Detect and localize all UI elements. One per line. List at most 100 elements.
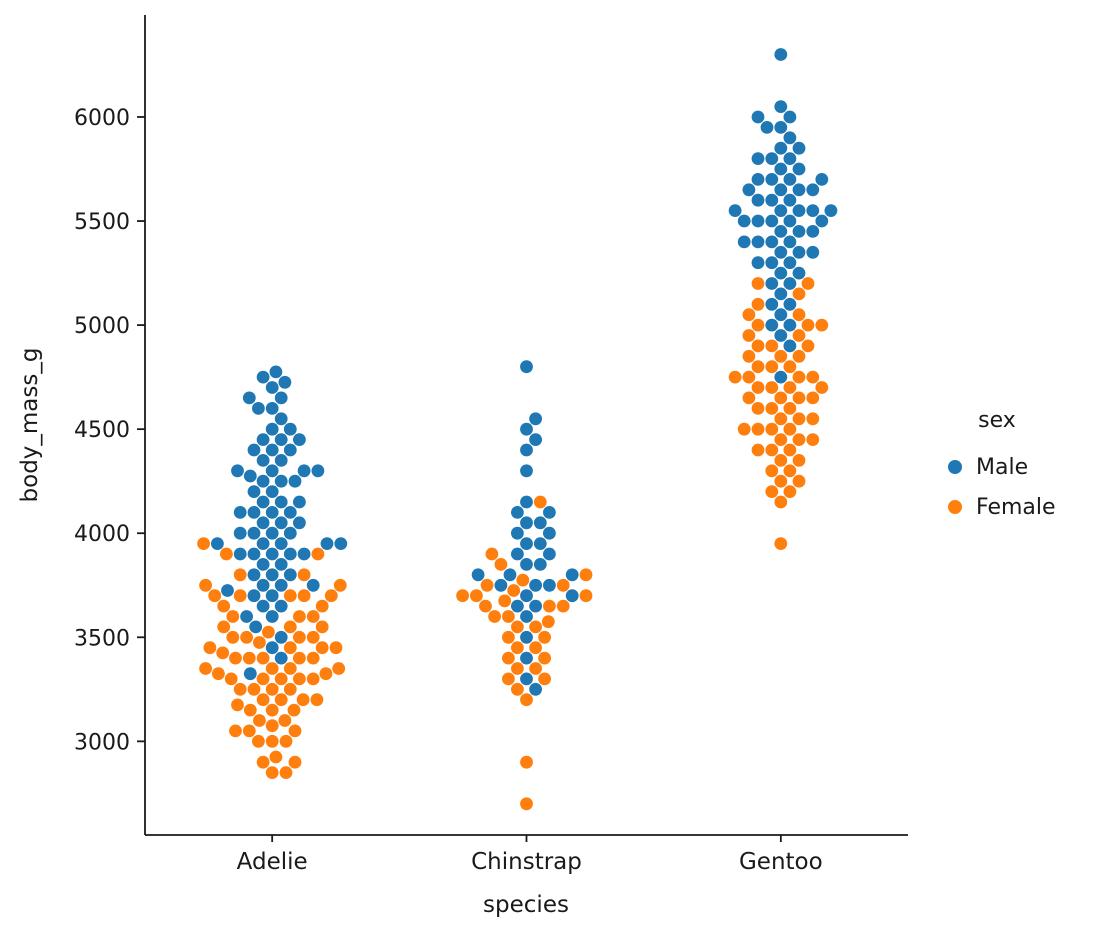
data-point xyxy=(247,506,261,519)
data-point xyxy=(774,100,788,113)
data-point xyxy=(256,693,270,707)
x-tick-label: Adelie xyxy=(237,849,308,875)
data-point xyxy=(262,625,275,639)
data-point xyxy=(293,610,306,623)
data-point xyxy=(520,610,533,623)
data-point xyxy=(293,672,306,686)
y-tick-label: 5000 xyxy=(74,314,130,339)
data-point xyxy=(824,204,838,218)
data-point xyxy=(265,422,279,436)
data-point xyxy=(265,547,279,561)
data-point xyxy=(306,578,320,592)
data-point xyxy=(265,662,279,675)
data-point xyxy=(520,797,533,811)
data-point xyxy=(269,750,283,764)
data-point xyxy=(511,662,524,675)
data-point xyxy=(783,152,797,166)
data-point xyxy=(283,568,297,582)
data-point xyxy=(293,433,306,446)
data-point xyxy=(538,651,551,665)
y-axis-label: body_mass_g xyxy=(17,347,43,503)
data-point xyxy=(224,672,238,686)
data-point xyxy=(306,610,320,623)
data-point xyxy=(329,641,343,655)
data-point xyxy=(211,537,224,550)
data-point xyxy=(256,599,270,613)
data-point xyxy=(538,672,551,686)
data-point xyxy=(765,443,779,457)
data-point xyxy=(520,755,533,769)
data-point xyxy=(310,693,324,707)
data-point xyxy=(742,183,756,197)
data-point xyxy=(485,547,499,561)
data-point xyxy=(293,630,306,644)
data-point xyxy=(529,433,542,446)
data-point xyxy=(742,349,756,363)
data-point xyxy=(520,630,533,644)
data-point xyxy=(516,573,530,587)
data-point xyxy=(243,667,257,681)
data-point xyxy=(792,391,806,405)
data-point xyxy=(765,173,779,186)
legend-title: sex xyxy=(978,408,1016,433)
data-point xyxy=(265,402,279,415)
legend-item-female: Female xyxy=(942,487,1056,527)
data-point xyxy=(801,339,815,353)
data-point xyxy=(283,547,297,561)
data-point xyxy=(306,630,320,644)
data-point xyxy=(751,173,765,186)
data-point xyxy=(256,755,270,769)
data-point xyxy=(297,568,311,582)
data-point xyxy=(765,339,779,353)
data-point xyxy=(507,584,521,597)
data-point xyxy=(774,412,788,426)
data-point xyxy=(283,506,297,519)
data-point xyxy=(792,412,806,426)
data-point xyxy=(765,214,779,228)
data-point xyxy=(774,308,788,322)
data-point xyxy=(247,589,261,603)
data-point xyxy=(199,578,213,592)
data-point xyxy=(274,495,288,509)
data-point xyxy=(760,121,774,134)
data-point xyxy=(806,183,820,197)
data-point xyxy=(265,703,279,717)
data-point xyxy=(274,474,288,488)
data-point xyxy=(556,599,570,613)
data-point xyxy=(774,287,788,301)
data-point xyxy=(265,526,279,540)
data-point xyxy=(274,537,288,550)
data-point xyxy=(751,297,765,311)
data-point xyxy=(265,682,279,696)
data-point xyxy=(765,297,779,311)
data-point xyxy=(256,370,270,384)
data-point xyxy=(256,454,270,467)
data-point xyxy=(265,589,279,603)
data-point xyxy=(242,651,256,665)
data-point xyxy=(279,734,293,748)
data-point xyxy=(511,620,524,634)
data-point xyxy=(256,578,270,592)
data-point xyxy=(233,526,247,540)
data-point xyxy=(306,651,320,665)
data-point xyxy=(283,620,297,634)
data-point xyxy=(247,526,261,540)
data-point xyxy=(815,318,829,332)
data-point xyxy=(243,703,257,717)
legend-item-male: Male xyxy=(942,447,1056,487)
data-point xyxy=(774,495,788,509)
data-point xyxy=(233,568,247,582)
data-point xyxy=(783,360,797,374)
data-point xyxy=(792,141,806,155)
data-point xyxy=(533,495,547,509)
data-point xyxy=(792,287,806,301)
data-point xyxy=(333,578,347,592)
data-point xyxy=(297,547,311,561)
data-point xyxy=(220,547,233,561)
data-point xyxy=(751,318,765,332)
data-point xyxy=(247,485,261,498)
data-point xyxy=(801,277,815,290)
data-point xyxy=(240,630,254,644)
y-tick-label: 3500 xyxy=(74,626,130,651)
data-point xyxy=(751,110,765,124)
